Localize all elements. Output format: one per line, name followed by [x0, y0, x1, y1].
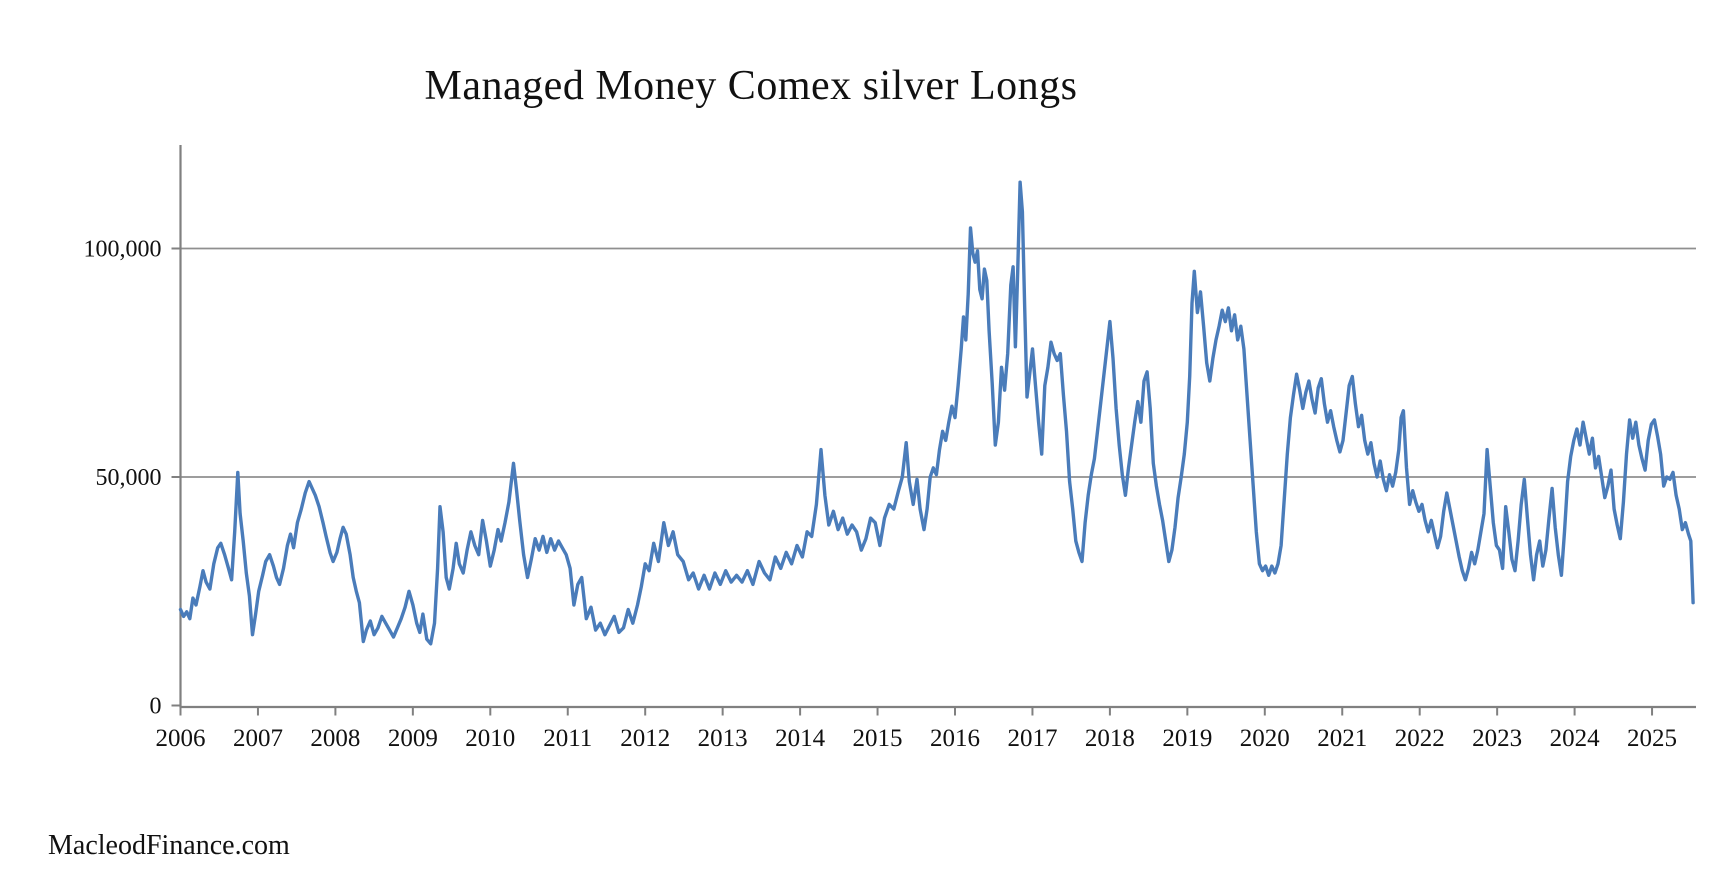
y-tick-label: 0 [150, 694, 162, 720]
x-tick-label: 2006 [156, 725, 206, 752]
x-tick-label: 2019 [1162, 725, 1212, 752]
y-tick-label: 50,000 [96, 465, 162, 491]
x-tick-label: 2007 [233, 725, 283, 752]
x-tick-label: 2012 [620, 725, 670, 752]
x-tick-label: 2008 [310, 725, 360, 752]
x-tick-label: 2023 [1472, 725, 1522, 752]
x-tick-label: 2016 [930, 725, 980, 752]
x-tick-label: 2015 [853, 725, 903, 752]
x-tick-label: 2022 [1395, 725, 1445, 752]
x-tick-label: 2020 [1240, 725, 1290, 752]
x-tick-label: 2021 [1317, 725, 1367, 752]
x-tick-label: 2017 [1007, 725, 1057, 752]
data-line [178, 180, 1695, 646]
x-tick-label: 2024 [1550, 725, 1601, 752]
x-tick-label: 2010 [465, 725, 515, 752]
x-tick-label: 2018 [1085, 725, 1135, 752]
x-tick-label: 2009 [388, 725, 438, 752]
x-tick-label: 2011 [543, 725, 592, 752]
x-tick-label: 2013 [698, 725, 748, 752]
x-tick-label: 2014 [775, 725, 826, 752]
chart-title: Managed Money Comex silver Longs [424, 63, 1078, 109]
x-tick-label: 2025 [1627, 725, 1677, 752]
y-tick-label: 100,000 [84, 237, 162, 263]
watermark: MacleodFinance.com [48, 830, 290, 861]
